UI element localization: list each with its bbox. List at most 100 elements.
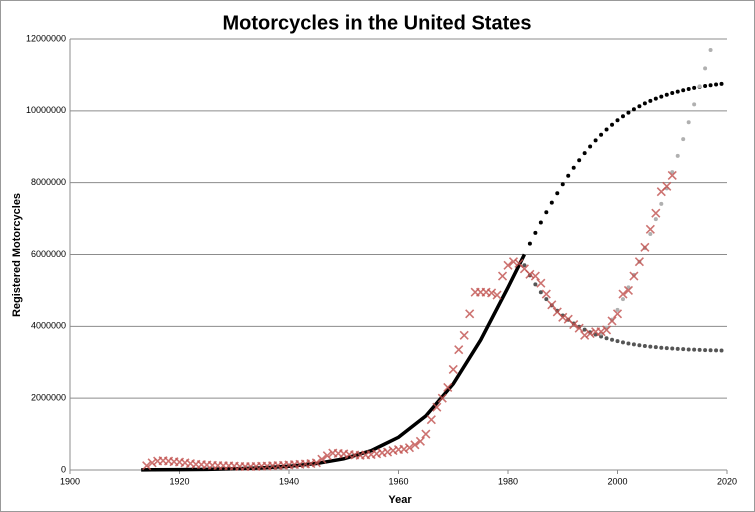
x-marker xyxy=(541,289,551,299)
point xyxy=(637,343,642,348)
point xyxy=(692,347,697,352)
point xyxy=(664,92,669,97)
x-marker xyxy=(443,382,453,392)
point xyxy=(582,151,587,156)
point xyxy=(631,107,636,112)
point xyxy=(681,88,686,93)
point xyxy=(697,84,702,89)
x-marker xyxy=(623,285,634,295)
x-tick-label: 2000 xyxy=(607,476,627,486)
point xyxy=(615,118,620,123)
x-marker xyxy=(651,208,661,218)
point xyxy=(533,230,538,235)
point xyxy=(714,348,719,353)
x-marker xyxy=(142,461,152,471)
x-marker xyxy=(536,278,546,288)
point xyxy=(692,85,697,90)
x-marker xyxy=(607,316,617,326)
point xyxy=(599,132,604,137)
x-marker xyxy=(662,181,672,191)
y-tick-label: 4000000 xyxy=(31,321,66,331)
chart-title: Motorcycles in the United States xyxy=(223,12,532,34)
y-tick-label: 12000000 xyxy=(26,33,66,43)
x-marker xyxy=(459,330,469,340)
point xyxy=(708,83,713,88)
point xyxy=(604,336,609,341)
x-marker xyxy=(454,345,464,355)
x-marker xyxy=(487,288,497,298)
y-tick-label: 8000000 xyxy=(31,177,66,187)
point xyxy=(708,47,713,52)
point xyxy=(714,82,719,87)
x-marker xyxy=(618,289,628,299)
point xyxy=(610,337,615,342)
point xyxy=(659,345,664,350)
point xyxy=(544,297,549,302)
point xyxy=(615,339,620,344)
x-marker xyxy=(497,271,508,281)
point xyxy=(653,345,658,350)
x-marker xyxy=(612,309,623,319)
x-marker xyxy=(415,436,425,446)
point xyxy=(571,165,576,170)
point xyxy=(664,346,669,351)
point xyxy=(686,120,691,125)
x-marker xyxy=(596,327,606,337)
point xyxy=(533,282,538,287)
point xyxy=(719,81,724,86)
x-marker xyxy=(410,440,420,450)
point xyxy=(620,114,625,119)
x-marker xyxy=(448,364,458,374)
point xyxy=(659,94,664,99)
y-tick-label: 6000000 xyxy=(31,249,66,259)
x-tick-label: 1980 xyxy=(498,476,518,486)
point xyxy=(692,102,697,107)
point xyxy=(648,231,653,236)
x-marker xyxy=(465,309,475,319)
point xyxy=(648,344,653,349)
point xyxy=(604,127,609,132)
point xyxy=(719,348,724,353)
point xyxy=(703,348,708,353)
point xyxy=(675,89,680,94)
x-tick-label: 1920 xyxy=(169,476,189,486)
point xyxy=(642,101,647,106)
point xyxy=(577,158,582,163)
x-marker xyxy=(634,257,644,267)
point xyxy=(582,327,587,332)
x-marker xyxy=(525,269,535,279)
point xyxy=(648,98,653,103)
point xyxy=(675,153,680,158)
x-marker xyxy=(399,444,409,454)
point xyxy=(703,84,708,89)
point xyxy=(560,182,565,187)
x-marker xyxy=(147,458,157,468)
x-marker xyxy=(585,328,595,339)
point xyxy=(549,200,554,205)
x-marker xyxy=(311,458,321,468)
x-marker xyxy=(382,447,393,457)
x-axis-label: Year xyxy=(388,494,412,506)
x-marker xyxy=(574,323,584,333)
point xyxy=(593,138,598,143)
x-marker xyxy=(508,257,519,267)
x-tick-label: 1940 xyxy=(279,476,299,486)
x-marker xyxy=(530,271,540,281)
x-marker xyxy=(645,224,655,234)
x-marker xyxy=(569,319,579,330)
fit-line xyxy=(141,253,526,472)
y-tick-label: 2000000 xyxy=(31,393,66,403)
point xyxy=(670,346,675,351)
point xyxy=(610,122,615,127)
x-tick-label: 1900 xyxy=(60,476,80,486)
point xyxy=(588,144,593,149)
x-marker xyxy=(601,325,612,335)
point xyxy=(697,347,702,352)
point xyxy=(659,201,664,206)
point xyxy=(566,173,571,178)
point xyxy=(538,290,543,295)
point xyxy=(703,66,708,71)
point xyxy=(681,347,686,352)
